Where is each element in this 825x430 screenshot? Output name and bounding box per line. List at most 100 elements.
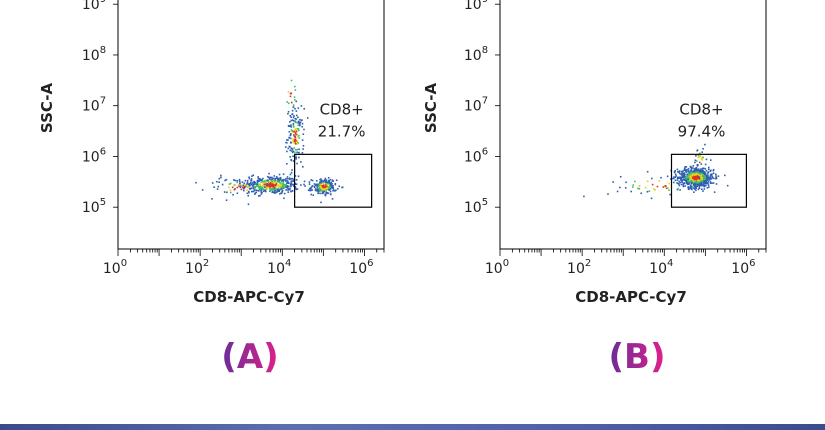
- data-point: [703, 167, 705, 170]
- data-point: [697, 155, 700, 158]
- data-point: [289, 185, 292, 188]
- data-point: [277, 187, 280, 190]
- x-tick-label: 106: [731, 258, 755, 277]
- data-point: [694, 159, 697, 162]
- data-point: [261, 187, 264, 190]
- data-point: [294, 89, 297, 91]
- data-point: [335, 189, 337, 192]
- data-point: [303, 128, 305, 131]
- data-point: [690, 169, 693, 172]
- data-point: [717, 175, 720, 177]
- data-point: [296, 136, 299, 138]
- data-point: [211, 182, 214, 184]
- data-point: [684, 170, 687, 172]
- data-point: [290, 159, 293, 162]
- data-point: [279, 181, 281, 184]
- data-point: [279, 176, 282, 179]
- data-point: [251, 184, 254, 187]
- data-point: [271, 188, 274, 190]
- data-point: [297, 128, 299, 130]
- data-point: [708, 179, 711, 181]
- data-point: [704, 163, 707, 166]
- data-point: [702, 190, 704, 192]
- data-point: [583, 195, 585, 198]
- data-point: [296, 143, 299, 145]
- data-point: [277, 177, 280, 180]
- data-point: [694, 171, 697, 174]
- data-point: [281, 185, 284, 187]
- data-point: [286, 187, 289, 189]
- data-point: [298, 129, 300, 132]
- data-point: [313, 186, 316, 189]
- data-point: [294, 107, 296, 110]
- data-point: [247, 203, 250, 206]
- data-point: [328, 179, 330, 182]
- data-point: [708, 168, 710, 171]
- data-point: [289, 92, 292, 95]
- y-tick-label: 109: [464, 0, 488, 13]
- data-point: [327, 183, 329, 185]
- data-point: [690, 167, 693, 170]
- data-point: [269, 176, 272, 179]
- data-point: [297, 120, 300, 123]
- x-tick-base: 10: [185, 261, 203, 277]
- data-point: [224, 179, 226, 182]
- data-point: [690, 177, 693, 179]
- data-point: [276, 185, 279, 187]
- data-point: [289, 146, 291, 148]
- x-tick-base: 10: [103, 261, 121, 277]
- data-point: [689, 179, 692, 181]
- data-point: [279, 193, 281, 195]
- data-point: [252, 190, 255, 193]
- data-point: [281, 189, 284, 192]
- data-point: [724, 174, 726, 177]
- x-tick-exponent: 4: [285, 258, 291, 269]
- data-point: [704, 182, 706, 185]
- data-point: [325, 191, 328, 194]
- data-point: [632, 184, 635, 186]
- data-point: [270, 180, 272, 183]
- data-point: [248, 190, 250, 193]
- data-point: [297, 142, 299, 144]
- data-point: [291, 151, 294, 154]
- data-point: [262, 182, 265, 185]
- data-point: [269, 188, 272, 191]
- data-point: [674, 170, 677, 172]
- data-point: [700, 163, 703, 165]
- data-point: [270, 183, 273, 185]
- data-point: [247, 186, 250, 189]
- data-point: [325, 179, 328, 181]
- data-point: [246, 181, 249, 184]
- data-point: [263, 183, 265, 186]
- data-point: [292, 105, 295, 108]
- data-point: [697, 177, 699, 180]
- data-point: [289, 188, 291, 191]
- data-point: [257, 177, 260, 180]
- data-point: [314, 189, 317, 192]
- data-point: [293, 185, 295, 187]
- y-tick-base: 10: [464, 200, 482, 216]
- data-point: [297, 116, 299, 119]
- data-point: [667, 187, 669, 189]
- data-point: [702, 184, 705, 187]
- data-point: [336, 188, 339, 190]
- data-point: [677, 171, 679, 173]
- data-point: [709, 175, 712, 177]
- data-point: [241, 184, 243, 187]
- data-point: [239, 186, 242, 189]
- data-point: [236, 180, 238, 182]
- data-point: [297, 107, 300, 109]
- data-point: [257, 176, 259, 178]
- data-point: [711, 176, 714, 179]
- data-point: [317, 190, 320, 193]
- data-point: [295, 110, 298, 112]
- data-point: [287, 147, 290, 150]
- data-point: [278, 189, 281, 191]
- data-point: [332, 187, 335, 189]
- data-point: [293, 139, 296, 142]
- data-point: [269, 186, 272, 188]
- data-point: [274, 184, 277, 186]
- data-point: [674, 173, 677, 176]
- data-point: [327, 182, 329, 184]
- data-point: [707, 176, 710, 179]
